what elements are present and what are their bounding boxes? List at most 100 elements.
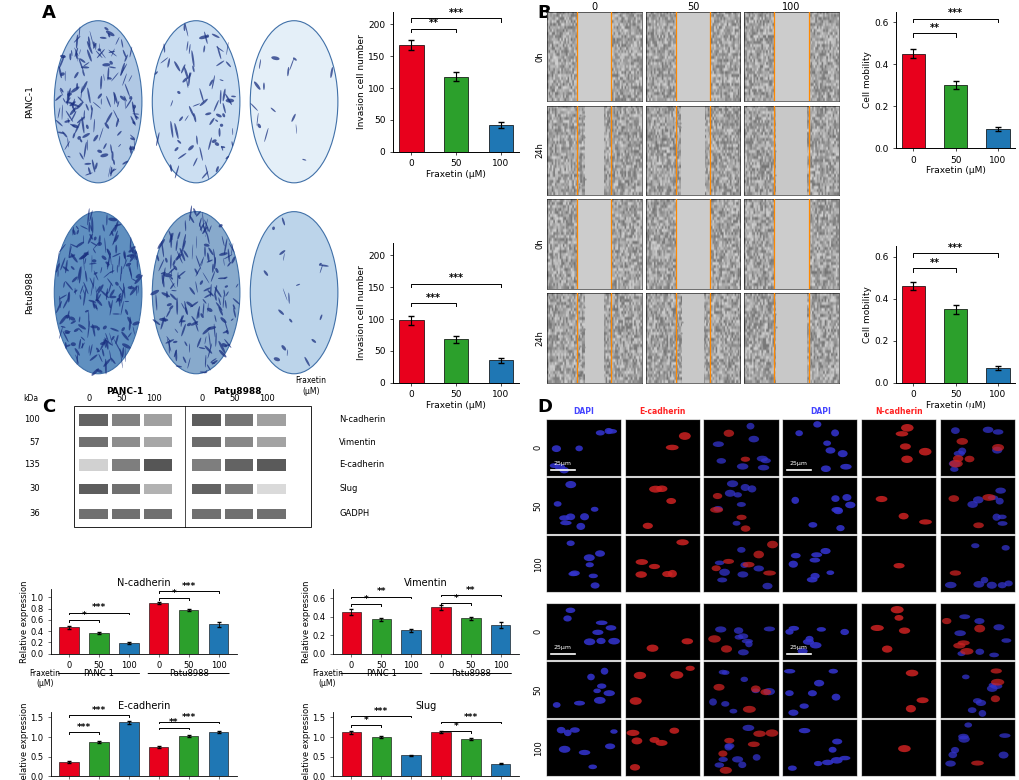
Bar <box>676 12 709 101</box>
Ellipse shape <box>181 324 185 336</box>
Text: A: A <box>42 4 55 23</box>
Ellipse shape <box>105 112 112 124</box>
Ellipse shape <box>70 342 75 346</box>
Ellipse shape <box>986 685 997 692</box>
Ellipse shape <box>224 238 227 255</box>
Ellipse shape <box>187 73 191 87</box>
Ellipse shape <box>71 276 77 282</box>
Ellipse shape <box>738 761 746 768</box>
Bar <box>681 293 703 383</box>
Ellipse shape <box>92 159 95 172</box>
Ellipse shape <box>751 689 759 693</box>
Text: 0: 0 <box>200 394 205 402</box>
Ellipse shape <box>200 371 207 373</box>
Ellipse shape <box>558 516 570 521</box>
Ellipse shape <box>75 34 78 48</box>
Ellipse shape <box>821 760 833 765</box>
Bar <box>193 484 220 494</box>
Text: **: ** <box>169 718 178 728</box>
Ellipse shape <box>92 324 95 337</box>
Ellipse shape <box>227 262 231 267</box>
Text: DAPI: DAPI <box>573 406 594 416</box>
Ellipse shape <box>271 56 279 60</box>
Ellipse shape <box>105 359 107 374</box>
Bar <box>341 732 361 776</box>
Ellipse shape <box>562 615 572 622</box>
Ellipse shape <box>669 671 683 679</box>
Ellipse shape <box>320 264 328 267</box>
Bar <box>943 85 966 148</box>
Ellipse shape <box>204 219 209 232</box>
Ellipse shape <box>215 119 218 122</box>
Ellipse shape <box>220 124 223 127</box>
Ellipse shape <box>587 674 594 680</box>
Ellipse shape <box>180 320 185 322</box>
Ellipse shape <box>130 137 135 140</box>
Bar <box>144 459 172 470</box>
Ellipse shape <box>110 357 115 364</box>
Ellipse shape <box>62 56 64 58</box>
Ellipse shape <box>123 252 125 260</box>
Ellipse shape <box>763 626 774 632</box>
Ellipse shape <box>93 277 94 289</box>
Bar <box>112 484 140 494</box>
Ellipse shape <box>231 257 235 264</box>
Ellipse shape <box>167 339 171 352</box>
Ellipse shape <box>108 301 111 308</box>
Y-axis label: 24h: 24h <box>535 330 544 346</box>
Ellipse shape <box>77 97 84 103</box>
X-axis label: Fraxetin (μM): Fraxetin (μM) <box>925 401 984 410</box>
Ellipse shape <box>958 736 969 743</box>
Ellipse shape <box>218 297 221 306</box>
Ellipse shape <box>119 348 122 357</box>
Ellipse shape <box>950 747 958 753</box>
Ellipse shape <box>661 571 672 577</box>
Ellipse shape <box>112 264 113 274</box>
Ellipse shape <box>132 321 140 325</box>
Ellipse shape <box>570 727 579 732</box>
Ellipse shape <box>227 249 229 263</box>
Ellipse shape <box>798 728 809 733</box>
Ellipse shape <box>802 639 813 645</box>
Ellipse shape <box>79 58 86 63</box>
Ellipse shape <box>65 101 72 104</box>
Ellipse shape <box>830 495 839 502</box>
Ellipse shape <box>65 111 73 122</box>
Ellipse shape <box>170 293 176 300</box>
Ellipse shape <box>96 286 97 303</box>
Ellipse shape <box>997 582 1006 588</box>
Ellipse shape <box>753 551 763 558</box>
Bar <box>585 293 603 383</box>
Ellipse shape <box>105 333 109 342</box>
Text: ***: *** <box>181 582 196 591</box>
Ellipse shape <box>109 225 116 236</box>
Ellipse shape <box>184 115 189 121</box>
Ellipse shape <box>954 630 965 636</box>
Text: Merge: Merge <box>963 406 990 416</box>
Ellipse shape <box>68 246 71 257</box>
Ellipse shape <box>81 81 88 94</box>
Ellipse shape <box>840 629 848 635</box>
Ellipse shape <box>975 700 985 706</box>
Ellipse shape <box>171 269 172 276</box>
Ellipse shape <box>592 629 603 635</box>
Y-axis label: Invasion cell number: Invasion cell number <box>357 265 365 360</box>
Ellipse shape <box>218 341 225 353</box>
Ellipse shape <box>948 495 958 502</box>
Ellipse shape <box>204 31 208 44</box>
Ellipse shape <box>88 233 93 244</box>
Bar <box>901 54 924 148</box>
Ellipse shape <box>104 237 106 253</box>
Ellipse shape <box>90 354 98 361</box>
Ellipse shape <box>196 255 201 270</box>
Bar <box>681 105 704 195</box>
Bar <box>224 438 253 448</box>
Ellipse shape <box>136 274 141 278</box>
Ellipse shape <box>83 254 85 271</box>
Ellipse shape <box>813 680 823 686</box>
Ellipse shape <box>74 122 81 133</box>
Ellipse shape <box>106 339 108 349</box>
Ellipse shape <box>787 765 796 771</box>
Ellipse shape <box>738 633 748 639</box>
Ellipse shape <box>254 81 260 90</box>
